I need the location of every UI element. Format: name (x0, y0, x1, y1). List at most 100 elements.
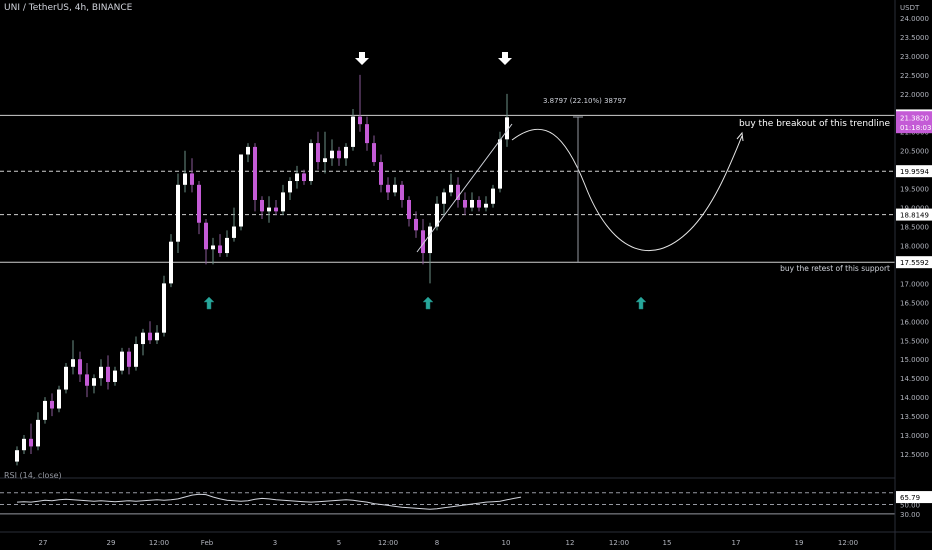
currency-label: USDT (900, 4, 920, 12)
projection-path[interactable] (511, 128, 743, 252)
price-tick-label: 23.0000 (900, 53, 929, 61)
time-tick-label: 3 (273, 539, 277, 547)
candle-body (449, 184, 453, 193)
price-tag-label: 01:18:03 (900, 124, 931, 132)
price-tick-label: 16.0000 (900, 318, 929, 326)
candle-body (141, 332, 145, 345)
rsi-tick-label: 30.00 (900, 511, 920, 519)
rsi-panel (0, 477, 895, 515)
level-tag-label: 18.8149 (900, 212, 929, 220)
candle-body (274, 207, 278, 212)
candle-body (148, 332, 152, 341)
price-tag (896, 111, 932, 124)
candle-body (106, 366, 110, 382)
candle-body (470, 199, 474, 208)
candle-body (295, 173, 299, 182)
annotation-retest: buy the retest of this support (780, 264, 890, 273)
time-tick-label: Feb (201, 539, 214, 547)
rsi-line (16, 493, 522, 510)
price-tick-label: 15.0000 (900, 356, 929, 364)
candle-body (505, 117, 509, 140)
time-tick-label: 10 (502, 539, 511, 547)
up-arrow-icon (203, 296, 215, 310)
candle-body (463, 199, 467, 208)
candle-body (29, 438, 33, 447)
price-tick-label: 14.0000 (900, 394, 929, 402)
candle-body (372, 143, 376, 163)
trendline[interactable] (416, 123, 513, 253)
time-tick-label: 5 (337, 539, 341, 547)
price-tick-label: 12.5000 (900, 451, 929, 459)
measure-label: 3.8797 (22.10%) 38797 (543, 97, 626, 105)
candle-body (365, 124, 369, 144)
price-tick-label: 24.0000 (900, 15, 929, 23)
price-tick-label: 19.5000 (900, 186, 929, 194)
price-tick-label: 20.5000 (900, 148, 929, 156)
down-arrow-icon (355, 52, 369, 65)
candle-body (99, 366, 103, 379)
price-tick-label: 16.5000 (900, 299, 929, 307)
rsi-value-label: 65.79 (900, 494, 920, 502)
time-tick-label: 12 (566, 539, 575, 547)
price-tick-label: 22.5000 (900, 72, 929, 80)
price-axis[interactable]: USDT 24.0000 23.5000 23.0000 22.5000 22.0000 2… (894, 0, 932, 550)
candle-body (155, 332, 159, 341)
candle-body (435, 203, 439, 227)
candle-body (491, 188, 495, 204)
rsi-tick-label: 50.00 (900, 502, 920, 510)
down-arrow-icon (498, 52, 512, 65)
time-tick-label: 12:00 (838, 539, 858, 547)
candle-body (64, 366, 68, 390)
time-axis[interactable]: 27 29 12:00 Feb 3 5 12:00 8 10 12 12:00 15 17 19 12:00 (0, 531, 932, 547)
level-tag-label: 19.9594 (900, 168, 929, 176)
candle-body (456, 184, 460, 200)
time-tick-label: 12:00 (378, 539, 398, 547)
rsi-label: RSI (14, close) (4, 471, 62, 480)
candle-body (386, 184, 390, 193)
candle-body (239, 154, 243, 227)
candle-body (134, 344, 138, 367)
chart-annotations: 3.8797 (22.10%) 38797 buy the breakout o… (543, 97, 890, 273)
time-tick-label: 29 (107, 539, 116, 547)
candle-body (85, 374, 89, 386)
candle-body (407, 199, 411, 219)
candle-body (428, 226, 432, 254)
price-tick-label: 22.0000 (900, 91, 929, 99)
candle-body (246, 146, 250, 155)
candle-body (120, 351, 124, 371)
candle-body (127, 351, 131, 367)
axis-background (895, 0, 932, 550)
candle-body (323, 158, 327, 163)
candle-body (92, 378, 96, 386)
time-tick-label: 15 (663, 539, 672, 547)
candlesticks (15, 74, 509, 466)
time-tick-label: 27 (39, 539, 48, 547)
candle-body (218, 245, 222, 254)
level-tag (896, 208, 932, 221)
candle-body (183, 173, 187, 185)
candle-body (288, 181, 292, 193)
annotation-breakout: buy the breakout of this trendline (739, 119, 891, 129)
candle-body (330, 150, 334, 159)
candle-body (442, 192, 446, 204)
candle-body (36, 419, 40, 447)
projection-arrow-head (736, 131, 744, 142)
candle-body (232, 226, 236, 238)
price-tick-label: 14.5000 (900, 375, 929, 383)
candle-body (400, 184, 404, 200)
candle-body (169, 241, 173, 284)
level-tag-label: 17.5592 (900, 259, 929, 267)
candle-body (498, 139, 502, 189)
price-tick-label: 19.0000 (900, 205, 929, 213)
candle-body (379, 162, 383, 185)
price-tick-label: 18.0000 (900, 242, 929, 250)
candle-body (337, 150, 341, 159)
candle-body (253, 146, 257, 200)
candle-body (204, 222, 208, 250)
candle-body (162, 283, 166, 333)
candle-body (50, 400, 54, 409)
price-tick-label: 17.0000 (900, 280, 929, 288)
candle-body (197, 184, 201, 223)
